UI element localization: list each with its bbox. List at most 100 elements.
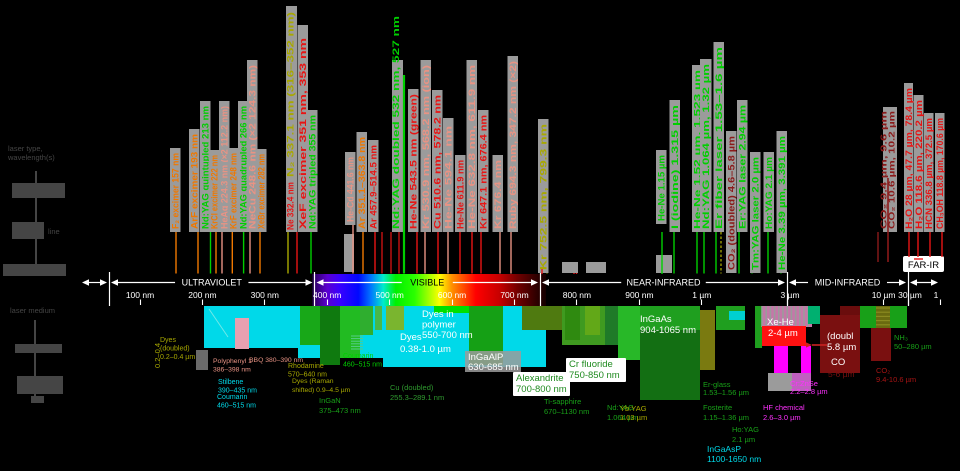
svg-text:CO₂ 10.6 µm, 10.2 µm: CO₂ 10.6 µm, 10.2 µm <box>887 110 897 229</box>
svg-text:Tm:YAG laser 2.0 µm: Tm:YAG laser 2.0 µm <box>751 157 761 270</box>
svg-text:He-Ne 632.8 nm, 611.9 nm: He-Ne 632.8 nm, 611.9 nm <box>467 65 477 229</box>
svg-text:polymer: polymer <box>422 320 456 331</box>
svg-text:500 nm: 500 nm <box>376 290 404 300</box>
svg-text:460–515 nm: 460–515 nm <box>343 362 382 369</box>
svg-text:2-4 µm: 2-4 µm <box>768 328 798 339</box>
svg-text:Nd:YAG: Nd:YAG <box>607 403 634 412</box>
svg-text:5.8 µm: 5.8 µm <box>827 342 856 353</box>
svg-text:InGaN: InGaN <box>319 396 341 405</box>
svg-text:570–640 nm: 570–640 nm <box>288 372 327 379</box>
svg-text:I (iodine) 1.315 µm: I (iodine) 1.315 µm <box>670 105 680 229</box>
svg-text:700-800 nm: 700-800 nm <box>516 384 567 395</box>
svg-text:9.4-10.6 µm: 9.4-10.6 µm <box>876 375 916 384</box>
svg-text:ArF excimer 193 nm: ArF excimer 193 nm <box>190 134 200 229</box>
svg-text:HeAg 224.3 nm (×2 112.2 nm): HeAg 224.3 nm (×2 112.2 nm) <box>220 106 230 229</box>
svg-text:Nd:YAG tripled 355 nm: Nd:YAG tripled 355 nm <box>308 115 318 229</box>
svg-text:Cu (doubled): Cu (doubled) <box>390 383 434 392</box>
svg-text:(doubl: (doubl <box>827 331 853 342</box>
svg-text:Kr 676.4 nm: Kr 676.4 nm <box>493 160 503 229</box>
svg-text:1.53–1.56 µm: 1.53–1.56 µm <box>703 388 749 397</box>
svg-text:0.38-1.0 µm: 0.38-1.0 µm <box>400 344 451 355</box>
svg-text:NEAR-INFRARED: NEAR-INFRARED <box>626 278 701 288</box>
svg-text:BBQ 380–390 nm: BBQ 380–390 nm <box>249 357 303 364</box>
svg-text:900 nm: 900 nm <box>625 290 653 300</box>
svg-text:Cr fluoride: Cr fluoride <box>569 359 613 370</box>
svg-text:1: 1 <box>934 290 939 300</box>
svg-text:Rhodamine: Rhodamine <box>288 363 324 370</box>
svg-text:200 nm: 200 nm <box>188 290 216 300</box>
svg-text:CO₂ 9.4 µm, 9.6 µm: CO₂ 9.4 µm, 9.6 µm <box>879 110 889 229</box>
svg-text:1 µm: 1 µm <box>692 290 711 300</box>
svg-text:375–473 nm: 375–473 nm <box>319 406 361 415</box>
svg-text:Kr 647.1 nm, 676.4 nm: Kr 647.1 nm, 676.4 nm <box>479 115 489 229</box>
svg-text:Dyes: Dyes <box>400 332 422 343</box>
svg-text:Coumarin: Coumarin <box>343 353 373 360</box>
svg-text:3 µm: 3 µm <box>780 290 799 300</box>
svg-text:600 nm: 600 nm <box>438 290 466 300</box>
svg-text:Ti-sapphire: Ti-sapphire <box>544 397 581 406</box>
svg-text:670–1130 nm: 670–1130 nm <box>544 407 589 416</box>
svg-text:HF chemical: HF chemical <box>763 403 805 412</box>
svg-text:5-6 µm: 5-6 µm <box>828 369 855 379</box>
svg-text:50–280 µm: 50–280 µm <box>894 342 932 351</box>
svg-text:630-685 nm: 630-685 nm <box>468 362 519 373</box>
svg-text:InGaAsP: InGaAsP <box>707 444 741 454</box>
svg-text:1.15–1.36 µm: 1.15–1.36 µm <box>703 413 749 422</box>
svg-text:Yb:YAG: Yb:YAG <box>620 404 647 413</box>
svg-text:800 nm: 800 nm <box>563 290 591 300</box>
svg-text:Cu 510.6 nm, 578.2 nm: Cu 510.6 nm, 578.2 nm <box>433 95 443 229</box>
svg-text:CO₂: CO₂ <box>876 366 890 375</box>
svg-text:Er:YAG laser 2.94 µm: Er:YAG laser 2.94 µm <box>738 105 748 229</box>
svg-text:wavelength(s): wavelength(s) <box>7 153 55 162</box>
svg-text:1.03 µm: 1.03 µm <box>620 413 647 422</box>
svg-text:He-Ne 543.5 nm (green): He-Ne 543.5 nm (green) <box>409 94 419 229</box>
svg-text:(doubled): (doubled) <box>160 346 190 353</box>
svg-text:NH₃: NH₃ <box>894 333 908 342</box>
svg-text:line: line <box>48 227 60 236</box>
svg-text:400 nm: 400 nm <box>313 290 341 300</box>
svg-text:Ne 332.4 nm: Ne 332.4 nm <box>286 182 296 230</box>
svg-text:Nd:YAG 1.064 µm, 1.32 µm: Nd:YAG 1.064 µm, 1.32 µm <box>701 64 711 229</box>
svg-text:shifted) 0.9–4.5 µm: shifted) 0.9–4.5 µm <box>292 387 351 394</box>
svg-text:XeBr excimer 282 nm: XeBr excimer 282 nm <box>257 154 267 229</box>
svg-text:InGaAs: InGaAs <box>640 314 672 325</box>
svg-text:H₂O 28 µm, 47.7 µm, 78.4 µm: H₂O 28 µm, 47.7 µm, 78.4 µm <box>904 88 914 229</box>
svg-text:Dyes (Raman: Dyes (Raman <box>292 378 334 385</box>
svg-text:FAR-IR: FAR-IR <box>908 260 939 271</box>
svg-text:Ho:YAG 2.1 µm: Ho:YAG 2.1 µm <box>764 157 774 229</box>
svg-text:InGaAlP: InGaAlP <box>468 352 503 363</box>
svg-text:Nd:YAG quadrupled 266 nm: Nd:YAG quadrupled 266 nm <box>239 106 249 229</box>
svg-text:Er fiber laser 1.53–1.6 µm: Er fiber laser 1.53–1.6 µm <box>714 47 724 229</box>
svg-text:H₂O 118.6 µm, 220.2 µm: H₂O 118.6 µm, 220.2 µm <box>914 100 924 229</box>
svg-text:10 µm: 10 µm <box>872 290 896 300</box>
svg-text:Stilbene: Stilbene <box>218 379 243 386</box>
svg-text:550-700 nm: 550-700 nm <box>422 330 473 341</box>
svg-text:Xe-He: Xe-He <box>767 317 794 328</box>
svg-text:700 nm: 700 nm <box>500 290 528 300</box>
svg-text:NeCu 248.6 nm (×2 124.3 nm): NeCu 248.6 nm (×2 124.3 nm) <box>248 65 258 229</box>
svg-text:Er-glass: Er-glass <box>703 380 731 389</box>
svg-text:255.3–289.1 nm: 255.3–289.1 nm <box>390 393 444 402</box>
svg-text:Nd:YAG quintupled 213 nm: Nd:YAG quintupled 213 nm <box>201 106 211 229</box>
svg-text:Fosterite: Fosterite <box>703 403 732 412</box>
svg-text:Polyphenyl 1: Polyphenyl 1 <box>213 358 252 365</box>
svg-text:2.2–2.8 µm: 2.2–2.8 µm <box>790 387 828 396</box>
svg-text:Ho:YAG: Ho:YAG <box>732 425 759 434</box>
svg-text:Alexandrite: Alexandrite <box>516 373 564 384</box>
svg-text:VISIBLE: VISIBLE <box>410 278 444 288</box>
svg-text:KrCl excimer 222 nm: KrCl excimer 222 nm <box>210 155 220 229</box>
svg-text:Ar 351.1–363.8 nm: Ar 351.1–363.8 nm <box>357 137 367 229</box>
svg-text:He-Ne 1.15 µm: He-Ne 1.15 µm <box>657 155 667 221</box>
svg-text:904-1065 nm: 904-1065 nm <box>640 325 696 336</box>
svg-text:HCN 336.8 µm, 372.5 µm: HCN 336.8 µm, 372.5 µm <box>924 118 934 229</box>
svg-text:He-Ne 611.9 nm: He-Ne 611.9 nm <box>456 160 466 229</box>
svg-text:N₂ 337.1 nm (316–352 nm): N₂ 337.1 nm (316–352 nm) <box>286 12 296 177</box>
svg-text:Ar 457.9–514.5 nm: Ar 457.9–514.5 nm <box>369 145 379 229</box>
svg-text:0.2–0.4: 0.2–0.4 <box>153 343 162 368</box>
svg-text:F₂ excimer 157 nm: F₂ excimer 157 nm <box>171 153 181 229</box>
svg-text:Dyes in: Dyes in <box>422 309 454 320</box>
svg-text:CH₃OH 118.8 µm, 170.6 µm: CH₃OH 118.8 µm, 170.6 µm <box>935 118 945 229</box>
svg-text:CO₂ (doubled) 4.6–5.8 µm: CO₂ (doubled) 4.6–5.8 µm <box>727 136 737 270</box>
svg-text:Kr 752.5 nm, 799.3 nm: Kr 752.5 nm, 799.3 nm <box>539 124 549 270</box>
svg-text:386–398 nm: 386–398 nm <box>213 367 251 374</box>
